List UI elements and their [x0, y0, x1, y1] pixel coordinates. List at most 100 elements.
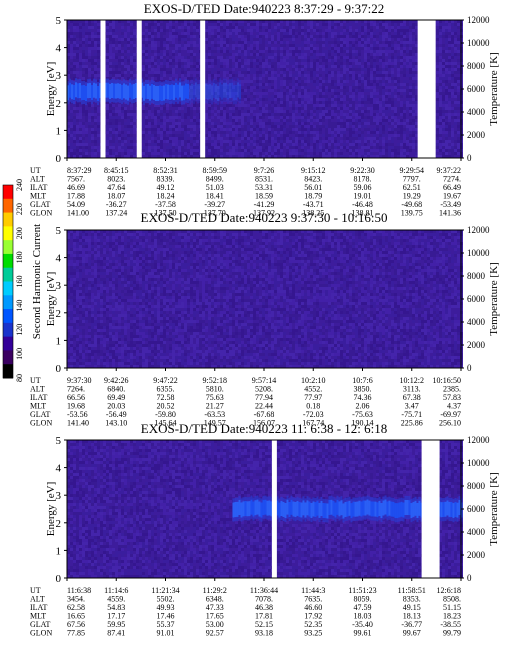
heatmap-cell [283, 53, 286, 56]
heatmap-cell [310, 68, 313, 71]
heatmap-cell [184, 35, 187, 38]
heatmap-cell [163, 26, 166, 29]
heatmap-cell [220, 77, 223, 80]
heatmap-cell [262, 95, 265, 98]
heatmap-cell [214, 137, 217, 140]
heatmap-cell [286, 50, 289, 53]
heatmap-cell [97, 59, 100, 62]
heatmap-cell [181, 143, 184, 146]
heatmap-cell [70, 110, 73, 113]
heatmap-cell [88, 143, 91, 146]
heatmap-cell [331, 128, 334, 131]
heatmap-cell [217, 44, 220, 47]
heatmap-cell [322, 149, 325, 152]
heatmap-cell [286, 146, 289, 149]
heatmap-cell [370, 23, 373, 26]
heatmap-cell [283, 125, 286, 128]
heatmap-cell [385, 89, 388, 92]
heatmap-cell [157, 113, 160, 116]
heatmap-cell [106, 59, 109, 62]
heatmap-cell [283, 86, 286, 89]
heatmap-cell [277, 146, 280, 149]
heatmap-cell [97, 38, 100, 41]
heatmap-cell [142, 62, 145, 65]
heatmap-cell [184, 140, 187, 143]
heatmap-cell [343, 146, 346, 149]
heatmap-cell [253, 44, 256, 47]
heatmap-cell [175, 35, 178, 38]
heatmap-cell [280, 47, 283, 50]
heatmap-cell [343, 140, 346, 143]
heatmap-cell [154, 32, 157, 35]
heatmap-cell [205, 110, 208, 113]
heatmap-cell [316, 23, 319, 26]
heatmap-cell [238, 128, 241, 131]
heatmap-cell [322, 53, 325, 56]
heatmap-cell [121, 140, 124, 143]
heatmap-cell [178, 20, 181, 23]
heatmap-cell [283, 74, 286, 77]
heatmap-cell [286, 119, 289, 122]
heatmap-cell [298, 68, 301, 71]
heatmap-cell [205, 71, 208, 74]
heatmap-cell [250, 65, 253, 68]
heatmap-cell [289, 50, 292, 53]
heatmap-cell [109, 104, 112, 107]
heatmap-cell [142, 47, 145, 50]
heatmap-cell [211, 26, 214, 29]
heatmap-cell [97, 140, 100, 143]
heatmap-cell [373, 23, 376, 26]
heatmap-cell [145, 137, 148, 140]
heatmap-cell [214, 62, 217, 65]
heatmap-cell [361, 65, 364, 68]
heatmap-cell [166, 44, 169, 47]
heatmap-cell [214, 71, 217, 74]
heatmap-cell [388, 149, 391, 152]
heatmap-cell [316, 53, 319, 56]
heatmap-cell [277, 38, 280, 41]
heatmap-cell [310, 155, 313, 158]
heatmap-cell [214, 65, 217, 68]
heatmap-cell [292, 50, 295, 53]
heatmap-cell [184, 47, 187, 50]
heatmap-cell [391, 41, 394, 44]
heatmap-cell [70, 116, 73, 119]
heatmap-cell [208, 74, 211, 77]
heatmap-cell [286, 92, 289, 95]
heatmap-cell [151, 23, 154, 26]
heatmap-cell [349, 32, 352, 35]
heatmap-cell [67, 23, 70, 26]
heatmap-cell [304, 77, 307, 80]
heatmap-cell [352, 59, 355, 62]
heatmap-cell [238, 53, 241, 56]
heatmap-cell [205, 146, 208, 149]
heatmap-cell [112, 29, 115, 32]
heatmap-cell [262, 53, 265, 56]
heatmap-cell [115, 38, 118, 41]
heatmap-cell [70, 20, 73, 23]
heatmap-cell [157, 155, 160, 158]
heatmap-cell [295, 137, 298, 140]
heatmap-cell [289, 104, 292, 107]
heatmap-cell [361, 143, 364, 146]
heatmap-cell [178, 26, 181, 29]
heatmap-cell [277, 101, 280, 104]
heatmap-cell [382, 65, 385, 68]
heatmap-cell [265, 44, 268, 47]
heatmap-cell [313, 155, 316, 158]
heatmap-cell [124, 71, 127, 74]
heatmap-cell [358, 20, 361, 23]
heatmap-cell [226, 50, 229, 53]
heatmap-cell [217, 134, 220, 137]
heatmap-cell [286, 101, 289, 104]
heatmap-cell [163, 68, 166, 71]
heatmap-cell [91, 116, 94, 119]
heatmap-cell [115, 59, 118, 62]
heatmap-cell [268, 71, 271, 74]
heatmap-cell [304, 152, 307, 155]
heatmap-cell [79, 119, 82, 122]
heatmap-cell [70, 113, 73, 116]
heatmap-cell [238, 23, 241, 26]
heatmap-cell [271, 101, 274, 104]
heatmap-cell [313, 152, 316, 155]
